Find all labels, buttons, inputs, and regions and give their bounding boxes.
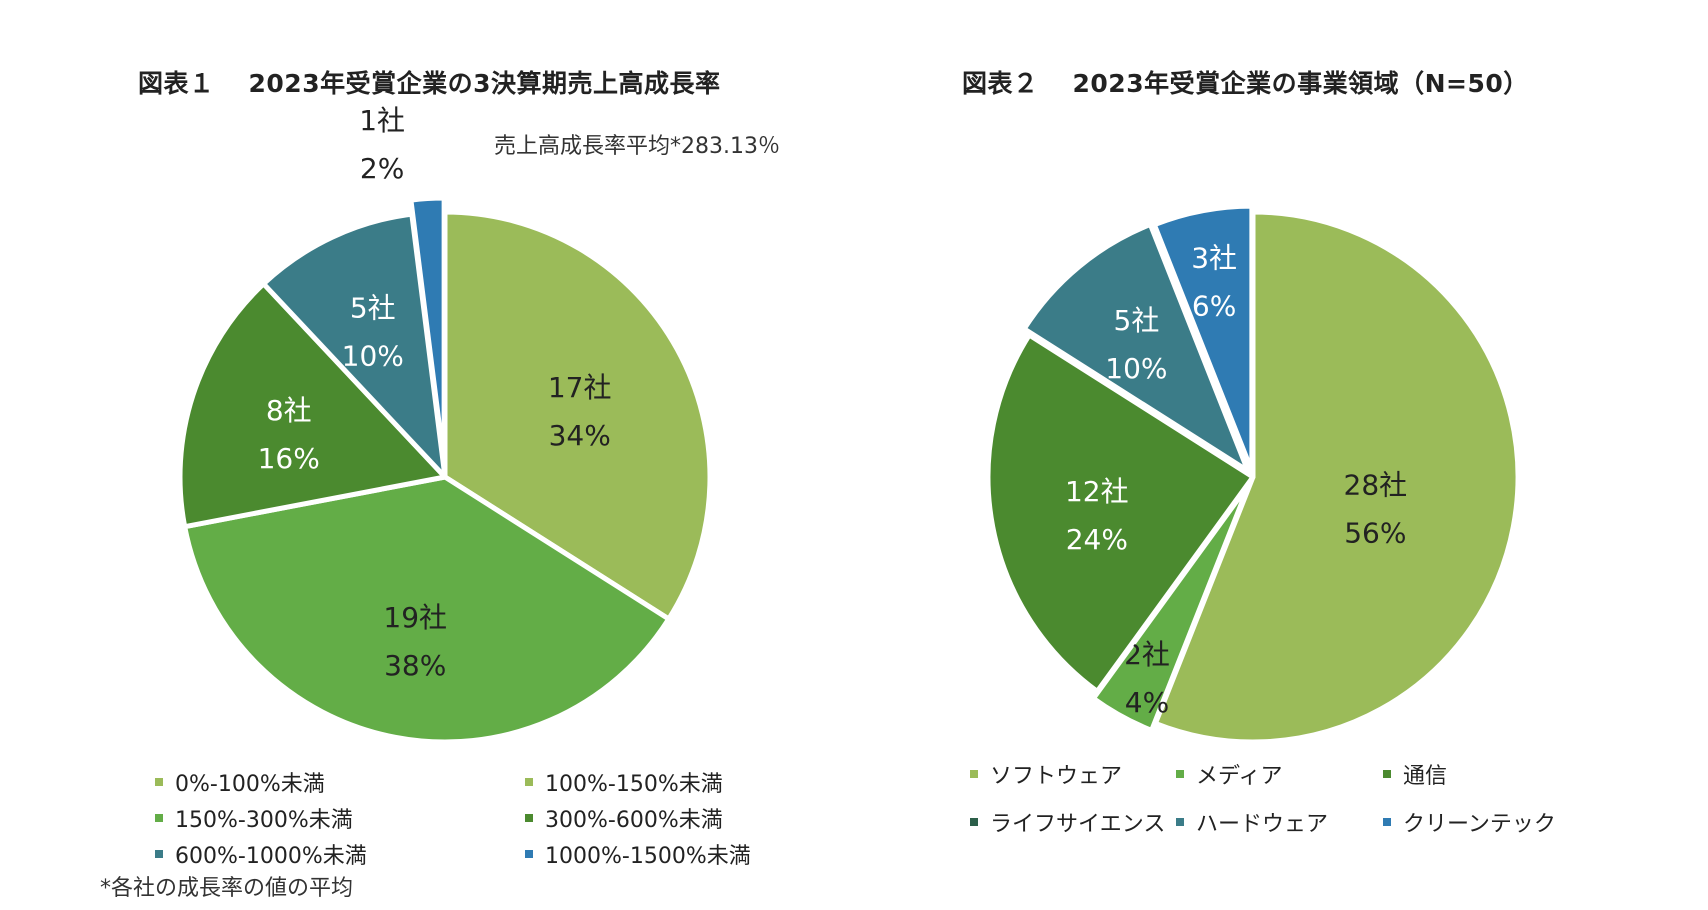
chart2-title: 図表２ 2023年受賞企業の事業領域（N=50） [962,64,1529,100]
pie1-percent-label-4: 10% [342,340,404,373]
pie1-count-label-5: 1社 [359,104,405,137]
pie2-legend-marker-0 [970,770,978,778]
pie1-legend-marker-0 [155,778,163,786]
pie2-slice-5 [1151,203,1255,474]
pie2-legend-item-5: クリーンテック [1383,806,1583,838]
pie2-slice-1 [1090,481,1252,733]
pie2-percent-label-0: 56% [1344,516,1406,549]
pie2-legend-marker-2 [1383,770,1391,778]
chart1-title-text: 2023年受賞企業の3決算期売上高成長率 [248,69,721,98]
pie1-count-label-2: 19社 [383,601,447,634]
pie1-legend-label-0: 0%-100%未満 [175,772,325,797]
pie2-legend-label-5: クリーンテック [1403,812,1556,837]
pie1-count-label-3: 8社 [266,394,312,427]
pie2-legend-label-4: ハードウェア [1196,812,1329,837]
pie2-legend-marker-1 [1176,770,1184,778]
pie1-percent-label-1: 34% [549,419,611,452]
pie2-legend-item-2: 通信 [1383,758,1583,790]
pie2-legend-label-0: ソフトウェア [990,764,1123,789]
pie1-legend-label-5: 1000%-1500%未満 [545,844,751,869]
pie2-percent-label-2: 24% [1066,523,1128,556]
pie2-slice-0 [1152,209,1521,745]
pie1-legend-item-1: 100%-150%未満 [525,766,775,798]
pie1-legend-item-0: 0%-100%未満 [155,766,525,798]
pie2-legend-label-3: ライフサイエンス [990,812,1166,837]
pie1-legend-item-4: 600%-1000%未満 [155,838,525,870]
pie2-percent-label-4: 10% [1105,352,1167,385]
pie1-slice-3 [177,281,448,530]
pie2-legend-item-3: ライフサイエンス [970,806,1176,838]
pie2-legend-item-1: メディア [1176,758,1383,790]
pie1-percent-label-5: 2% [360,152,404,185]
pie1-slice-2 [182,474,672,745]
pie2-count-label-4: 5社 [1114,304,1160,337]
pie1-legend-item-5: 1000%-1500%未満 [525,838,775,870]
pie2-legend-label-2: 通信 [1403,764,1448,789]
pie2-count-label-2: 12社 [1065,475,1129,508]
pie1-slice-5 [408,195,447,466]
footnote: *各社の成長率の値の平均 [100,876,354,901]
chart1-legend: 0%-100%未満 100%-150%未満 150%-300%未満 300%-600%… [155,766,775,870]
pie2-legend-item-0: ソフトウェア [970,758,1176,790]
pie2-legend-label-1: メディア [1196,764,1283,789]
pie2-slice-4 [1021,221,1251,474]
chart1-figure-number: 図表１ [138,69,215,98]
pie2-count-label-5: 3社 [1191,241,1237,274]
pie1-percent-label-2: 38% [384,649,446,682]
pie1-legend-label-4: 600%-1000%未満 [175,844,367,869]
pie2-slice-2 [985,332,1256,694]
pie1-legend-marker-4 [155,850,163,858]
pie2-legend-item-4: ハードウェア [1176,806,1383,838]
pie1-legend-label-3: 300%-600%未満 [545,808,723,833]
pie2-legend-marker-3 [970,818,978,826]
pie2-legend-marker-4 [1176,818,1184,826]
pie2-legend-marker-5 [1383,818,1391,826]
pie1-legend-item-3: 300%-600%未満 [525,802,775,834]
pie1-percent-label-3: 16% [258,442,320,475]
pie1-legend-label-2: 150%-300%未満 [175,808,353,833]
pie1-legend-marker-3 [525,814,533,822]
pie2-percent-label-1: 4% [1125,686,1169,719]
pie1-count-label-1: 17社 [548,371,612,404]
pie1-legend-marker-1 [525,778,533,786]
pie1-legend-marker-5 [525,850,533,858]
chart1-title: 図表１ 2023年受賞企業の3決算期売上高成長率 [138,64,721,100]
chart2-legend: ソフトウェア メディア 通信ライフサイエンス ハードウェア クリーンテック [970,758,1583,838]
chart2-figure-number: 図表２ [962,69,1039,98]
average-growth-note: 売上高成長率平均*283.13％ [494,134,780,159]
pie1-legend-marker-2 [155,814,163,822]
pie2-percent-label-5: 6% [1192,289,1236,322]
pie1-legend-label-1: 100%-150%未満 [545,772,723,797]
chart2-title-text: 2023年受賞企業の事業領域（N=50） [1072,69,1529,98]
pie1-count-label-4: 5社 [350,292,396,325]
pie2-count-label-0: 28社 [1344,468,1408,501]
pie1-legend-item-2: 150%-300%未満 [155,802,525,834]
pie1-slice-4 [261,211,448,480]
